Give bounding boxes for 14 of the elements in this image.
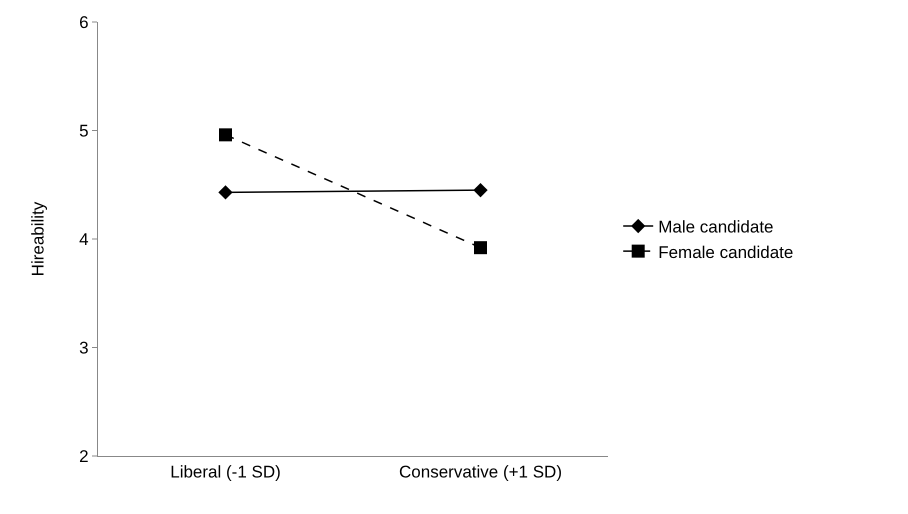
point xyxy=(218,185,233,200)
point xyxy=(474,241,487,254)
point xyxy=(473,183,488,198)
y-axis-title: Hireability xyxy=(28,201,48,276)
x-tick-label: Conservative (+1 SD) xyxy=(399,462,562,482)
legend-label: Female candidate xyxy=(658,242,794,262)
x-tick-label: Liberal (-1 SD) xyxy=(170,462,281,482)
point xyxy=(219,128,232,142)
y-tick-label: 3 xyxy=(79,338,89,358)
legend-label: Male candidate xyxy=(658,218,774,237)
y-tick-label: 2 xyxy=(79,446,89,466)
y-tick-label: 6 xyxy=(79,12,89,32)
y-tick-label: 4 xyxy=(79,230,89,249)
y-tick-label: 5 xyxy=(79,121,89,140)
